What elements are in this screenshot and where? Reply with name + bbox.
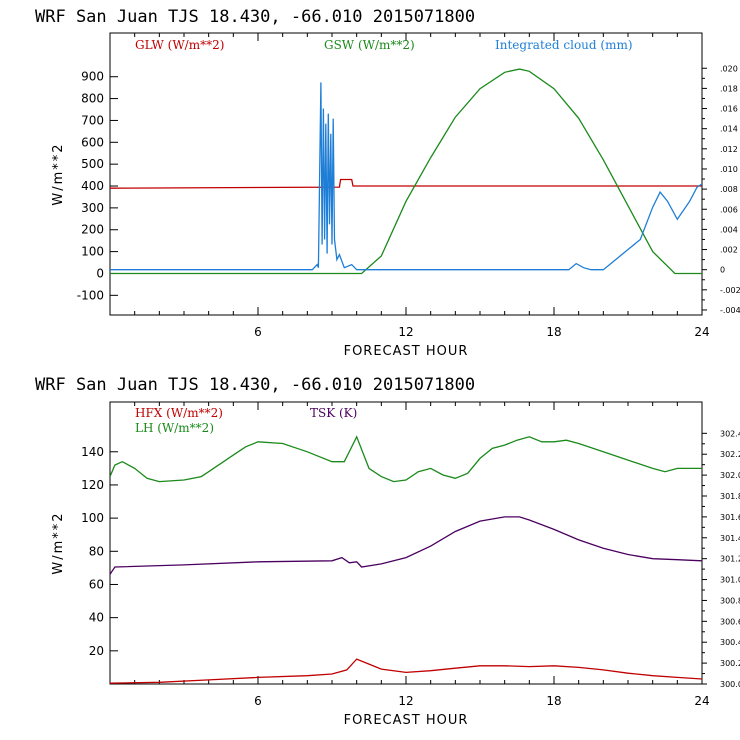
y2-tick-label: 300.4 — [720, 638, 740, 647]
y2-tick-label: 301.0 — [720, 576, 740, 585]
y-tick-label: 700 — [81, 113, 104, 127]
y-tick-label: 100 — [81, 245, 104, 259]
y-tick-label: 200 — [81, 223, 104, 237]
y2-tick-label: .016 — [720, 105, 738, 114]
y2-tick-label: 301.6 — [720, 513, 740, 522]
y-axis-label: W/m**2 — [51, 511, 66, 574]
y2-tick-label: .018 — [720, 84, 738, 93]
series-line-glw — [110, 178, 702, 189]
series-line-tsk — [110, 516, 702, 575]
y-tick-label: 500 — [81, 157, 104, 171]
y2-tick-label: 301.2 — [720, 555, 740, 564]
x-tick-label: 12 — [398, 325, 413, 339]
y2-tick-label: .010 — [720, 165, 738, 174]
series-line-hfx — [110, 658, 702, 684]
y2-tick-label: 302.2 — [720, 450, 740, 459]
chart-top: WRF San Juan TJS 18.430, -66.010 2015071… — [35, 7, 740, 359]
y-tick-label: 100 — [81, 511, 104, 525]
y2-tick-label: -.004 — [720, 306, 740, 315]
x-axis-label: FORECAST HOUR — [344, 713, 469, 728]
y2-tick-label: .008 — [720, 185, 738, 194]
chart-title: WRF San Juan TJS 18.430, -66.010 2015071… — [35, 375, 475, 395]
y-tick-label: 120 — [81, 478, 104, 492]
x-tick-label: 18 — [546, 325, 561, 339]
x-tick-label: 24 — [694, 325, 709, 339]
y2-tick-label: .002 — [720, 246, 738, 255]
legend-entry-integrated: Integrated cloud (mm) — [495, 38, 633, 52]
x-tick-label: 6 — [254, 694, 262, 708]
y-tick-label: 400 — [81, 179, 104, 193]
y-tick-label: 800 — [81, 92, 104, 106]
y-tick-label: 20 — [89, 644, 104, 658]
y2-tick-label: .004 — [720, 225, 738, 234]
y2-tick-label: 300.8 — [720, 596, 740, 605]
x-tick-label: 6 — [254, 325, 262, 339]
y-tick-label: 900 — [81, 70, 104, 84]
y-tick-label: 600 — [81, 135, 104, 149]
x-tick-label: 12 — [398, 694, 413, 708]
series-line-gsw — [110, 68, 702, 275]
y2-tick-label: .020 — [720, 64, 738, 73]
legend-entry-tsk: TSK (K) — [310, 406, 357, 420]
y2-tick-label: 300.2 — [720, 659, 740, 668]
y-tick-label: 80 — [89, 544, 104, 558]
plot-frame — [109, 401, 703, 685]
legend-entry-glw: GLW (W/m**2) — [135, 38, 224, 52]
y-tick-label: 140 — [81, 445, 104, 459]
y2-tick-label: 301.8 — [720, 492, 740, 501]
legend-entry-hfx: HFX (W/m**2) — [135, 406, 223, 420]
legend-entry-gsw: GSW (W/m**2) — [324, 38, 415, 52]
y-axis-label: W/m**2 — [51, 142, 66, 205]
chart-bottom: WRF San Juan TJS 18.430, -66.010 2015071… — [35, 375, 740, 728]
y2-tick-label: .012 — [720, 145, 738, 154]
series-line-integrated — [110, 82, 702, 271]
x-axis-label: FORECAST HOUR — [344, 344, 469, 359]
y2-tick-label: .006 — [720, 205, 738, 214]
chart-title: WRF San Juan TJS 18.430, -66.010 2015071… — [35, 7, 475, 27]
y2-tick-label: 302.0 — [720, 471, 740, 480]
y2-tick-label: .014 — [720, 125, 738, 134]
y2-tick-label: -.002 — [720, 286, 740, 295]
y-tick-label: 300 — [81, 201, 104, 215]
x-tick-label: 18 — [546, 694, 561, 708]
x-tick-label: 24 — [694, 694, 709, 708]
y-tick-label: 60 — [89, 577, 104, 591]
y2-tick-label: 301.4 — [720, 534, 740, 543]
plot-frame — [109, 32, 703, 316]
series-line-lh — [110, 435, 702, 483]
y2-tick-label: 0 — [720, 266, 725, 275]
legend-entry-lh: LH (W/m**2) — [135, 421, 214, 435]
y-tick-label: 0 — [96, 266, 104, 280]
y2-tick-label: 302.4 — [720, 429, 740, 438]
y-tick-label: -100 — [77, 288, 104, 302]
y2-tick-label: 300.0 — [720, 680, 740, 689]
y2-tick-label: 300.6 — [720, 617, 740, 626]
y-tick-label: 40 — [89, 611, 104, 625]
